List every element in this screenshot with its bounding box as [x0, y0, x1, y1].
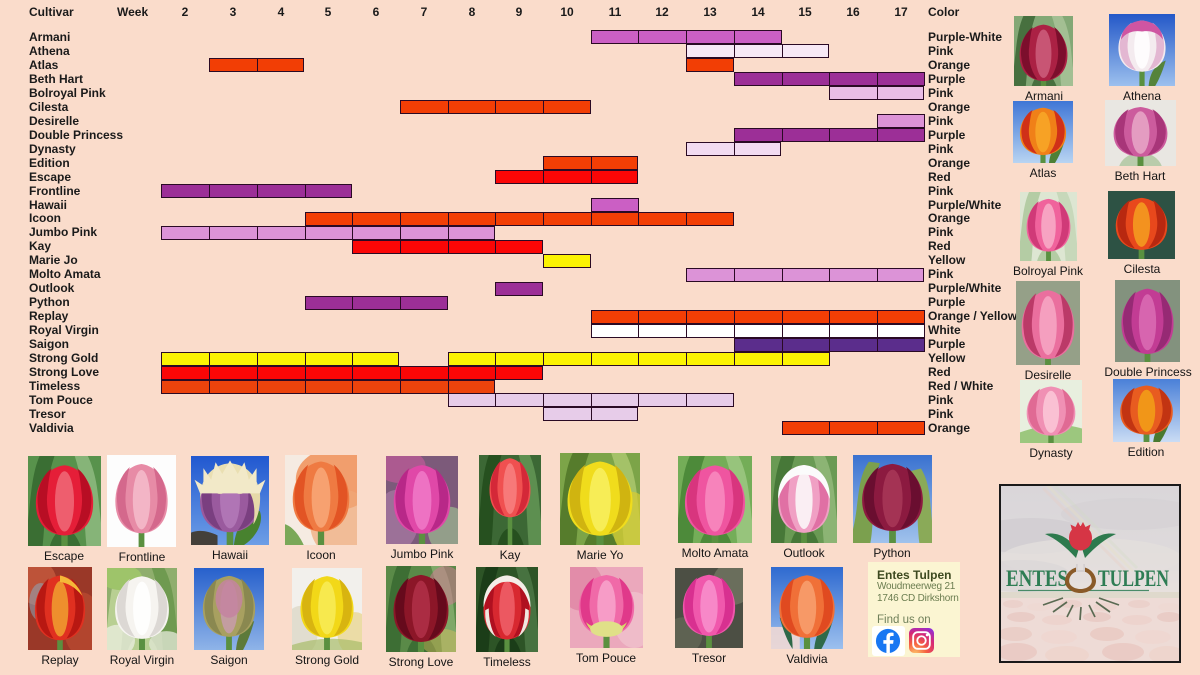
svg-text:TULPEN: TULPEN — [1098, 566, 1169, 591]
svg-text:ENTES: ENTES — [1006, 566, 1068, 591]
